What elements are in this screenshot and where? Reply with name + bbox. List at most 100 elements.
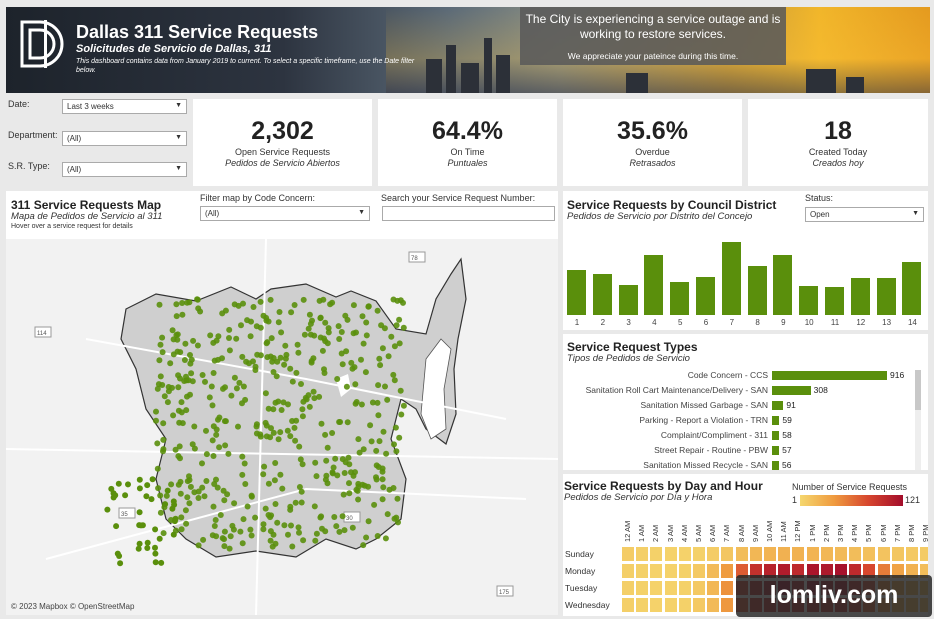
request-point[interactable] xyxy=(159,334,166,341)
request-point[interactable] xyxy=(398,411,405,418)
request-point[interactable] xyxy=(262,390,269,397)
request-point[interactable] xyxy=(285,401,291,408)
request-point[interactable] xyxy=(144,545,151,551)
request-point[interactable] xyxy=(135,545,142,552)
request-point[interactable] xyxy=(282,342,289,349)
request-point[interactable] xyxy=(175,453,182,460)
request-point[interactable] xyxy=(374,307,381,314)
request-point[interactable] xyxy=(248,532,255,539)
request-point[interactable] xyxy=(352,381,359,388)
heatmap-cell[interactable] xyxy=(890,546,905,562)
request-point[interactable] xyxy=(163,492,170,499)
request-point[interactable] xyxy=(211,523,218,529)
request-point[interactable] xyxy=(199,460,205,467)
request-point[interactable] xyxy=(317,334,324,341)
request-point[interactable] xyxy=(310,388,317,395)
request-point[interactable] xyxy=(363,332,370,339)
request-point[interactable] xyxy=(317,314,324,321)
request-point[interactable] xyxy=(182,507,189,514)
request-point[interactable] xyxy=(267,528,274,535)
request-point[interactable] xyxy=(386,486,393,493)
request-point[interactable] xyxy=(187,391,193,398)
request-point[interactable] xyxy=(294,341,301,348)
request-point[interactable] xyxy=(346,490,353,497)
request-point[interactable] xyxy=(336,336,343,342)
request-point[interactable] xyxy=(210,423,217,430)
request-point[interactable] xyxy=(390,371,397,378)
request-point[interactable] xyxy=(195,542,202,549)
request-point[interactable] xyxy=(173,332,180,338)
request-point[interactable] xyxy=(400,299,406,306)
heatmap-cell[interactable] xyxy=(635,597,650,613)
request-point[interactable] xyxy=(257,324,264,331)
request-point[interactable] xyxy=(391,441,397,448)
request-point[interactable] xyxy=(209,402,216,409)
request-point[interactable] xyxy=(393,322,400,329)
request-point[interactable] xyxy=(221,528,228,535)
request-point[interactable] xyxy=(136,485,143,492)
request-point[interactable] xyxy=(222,384,228,391)
request-point[interactable] xyxy=(262,505,269,512)
request-point[interactable] xyxy=(239,540,246,547)
request-point[interactable] xyxy=(167,360,174,367)
request-point[interactable] xyxy=(209,532,216,539)
request-point[interactable] xyxy=(125,481,131,488)
request-point[interactable] xyxy=(222,442,229,449)
request-point[interactable] xyxy=(331,514,338,520)
request-point[interactable] xyxy=(346,480,352,487)
heatmap-cell[interactable] xyxy=(819,546,834,562)
request-point[interactable] xyxy=(363,534,370,541)
request-point[interactable] xyxy=(226,326,233,333)
request-point[interactable] xyxy=(274,519,281,526)
request-point[interactable] xyxy=(191,445,198,452)
request-point[interactable] xyxy=(247,526,254,533)
request-point[interactable] xyxy=(173,301,180,308)
heatmap-cell[interactable] xyxy=(834,546,848,562)
request-point[interactable] xyxy=(306,311,313,318)
request-point[interactable] xyxy=(183,373,189,380)
request-point[interactable] xyxy=(187,483,194,490)
request-point[interactable] xyxy=(339,456,346,463)
request-point[interactable] xyxy=(154,385,161,392)
request-point[interactable] xyxy=(299,413,306,420)
heatmap-cell[interactable] xyxy=(677,580,692,596)
request-point[interactable] xyxy=(152,544,158,551)
request-point[interactable] xyxy=(265,405,272,412)
request-point[interactable] xyxy=(231,500,238,507)
request-point[interactable] xyxy=(157,492,164,499)
request-point[interactable] xyxy=(270,406,277,413)
request-point[interactable] xyxy=(239,471,246,478)
request-point[interactable] xyxy=(268,335,275,342)
request-point[interactable] xyxy=(341,470,348,476)
heatmap-cell[interactable] xyxy=(905,546,919,562)
request-point[interactable] xyxy=(156,301,163,308)
request-point[interactable] xyxy=(400,324,407,331)
request-point[interactable] xyxy=(363,319,370,326)
request-point[interactable] xyxy=(176,443,183,450)
request-point[interactable] xyxy=(160,436,167,443)
request-point[interactable] xyxy=(170,412,177,419)
request-point[interactable] xyxy=(325,325,332,332)
request-point[interactable] xyxy=(374,399,381,406)
request-point[interactable] xyxy=(188,370,195,377)
heatmap-cell[interactable] xyxy=(621,597,635,613)
request-point[interactable] xyxy=(292,499,299,506)
request-point[interactable] xyxy=(179,300,186,306)
request-point[interactable] xyxy=(275,436,282,443)
request-point[interactable] xyxy=(317,514,324,521)
request-point[interactable] xyxy=(221,497,228,504)
request-point[interactable] xyxy=(155,381,162,388)
request-point[interactable] xyxy=(353,329,359,336)
request-point[interactable] xyxy=(313,530,320,537)
request-point[interactable] xyxy=(338,329,345,335)
service-requests-map[interactable]: 78 114 35 175 30 © 2023 Mapbox © OpenStreetM… xyxy=(6,239,558,615)
request-point[interactable] xyxy=(233,335,240,342)
request-point[interactable] xyxy=(343,383,350,390)
request-point[interactable] xyxy=(298,488,305,495)
heatmap-cell[interactable] xyxy=(649,546,664,562)
request-point[interactable] xyxy=(217,512,224,518)
request-point[interactable] xyxy=(275,398,282,405)
request-point[interactable] xyxy=(210,453,217,459)
request-point[interactable] xyxy=(361,482,368,489)
request-point[interactable] xyxy=(210,503,217,510)
